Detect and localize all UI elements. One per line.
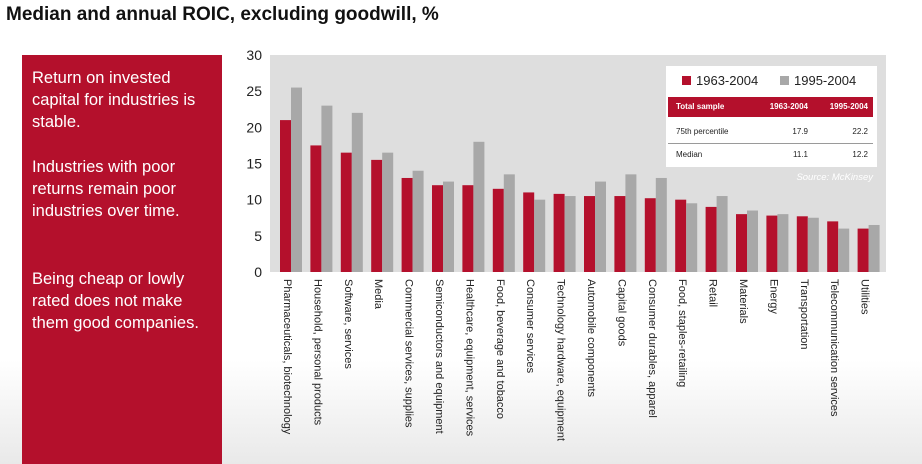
- bar-series-b: [503, 174, 515, 272]
- x-category-label: Materials: [737, 279, 749, 324]
- x-category-label: Software, services: [342, 279, 354, 369]
- summary-header-col-2: 1995-2004: [829, 102, 868, 111]
- legend-swatch-series-b: [780, 76, 789, 85]
- y-tick-label: 25: [246, 83, 262, 99]
- page-title: Median and annual ROIC, excluding goodwi…: [6, 4, 439, 25]
- bar-series-a: [827, 221, 839, 272]
- bar-series-b: [382, 152, 394, 272]
- bar-series-a: [401, 177, 413, 272]
- bar-series-b: [291, 87, 302, 272]
- legend-label-series-b: 1995-2004: [794, 73, 857, 88]
- x-category-label: Utilities: [859, 279, 871, 315]
- bar-series-a: [736, 214, 747, 272]
- summary-header-label: Total sample: [676, 102, 725, 111]
- bar-series-a: [644, 198, 656, 272]
- bar-series-b: [716, 196, 728, 272]
- x-category-label: Media: [372, 279, 384, 310]
- summary-row: 75th percentile 17.9 22.2: [668, 122, 873, 142]
- bar-series-a: [340, 152, 352, 272]
- bar-series-a: [614, 196, 626, 272]
- bar-series-b: [747, 210, 758, 272]
- x-category-label: Food, staples-retailing: [676, 279, 688, 387]
- bar-series-a: [705, 206, 717, 272]
- bar-series-b: [625, 174, 637, 272]
- bar-series-b: [655, 177, 667, 272]
- summary-row-value-1: 17.9: [792, 127, 808, 136]
- summary-row-value-2: 22.2: [852, 127, 868, 136]
- bar-series-a: [310, 145, 322, 272]
- bar-series-b: [351, 112, 363, 273]
- x-category-label: Energy: [767, 279, 779, 314]
- legend-swatch-series-a: [682, 76, 691, 85]
- legend: 1963-2004 1995-2004: [666, 71, 877, 91]
- bar-series-b: [564, 196, 576, 272]
- x-category-label: Food, beverage and tobacco: [494, 279, 506, 419]
- bar-series-a: [492, 188, 504, 272]
- bar-series-a: [675, 199, 687, 272]
- bar-series-a: [553, 193, 565, 272]
- x-category-label: Consumer durables, apparel: [646, 279, 658, 418]
- summary-row-label: Median: [676, 150, 703, 159]
- key-point-3: Being cheap or lowly rated does not make…: [32, 270, 199, 332]
- bar-series-a: [523, 192, 535, 272]
- legend-label-series-a: 1963-2004: [696, 73, 759, 88]
- x-category-label: Healthcare, equipment, services: [463, 279, 475, 437]
- y-axis: 0 5 10 15 20 25 30: [246, 47, 262, 280]
- key-point-2: Industries with poor returns remain poor…: [32, 158, 180, 220]
- y-tick-label: 10: [246, 192, 262, 208]
- bar-series-a: [432, 185, 443, 272]
- bar-series-b: [595, 181, 606, 272]
- bar-series-a: [584, 196, 595, 272]
- legend-item-series-a: 1963-2004: [682, 71, 758, 91]
- bar-series-a: [371, 159, 383, 272]
- x-category-label: Transportation: [798, 279, 810, 350]
- x-category-label: Pharmaceuticals, biotechnology: [281, 279, 293, 435]
- legend-item-series-b: 1995-2004: [780, 71, 856, 91]
- x-category-label: Telecommunication services: [828, 279, 840, 417]
- bar-series-a: [280, 120, 291, 272]
- bar-series-b: [473, 141, 485, 272]
- x-axis-labels: Pharmaceuticals, biotechnology Household,…: [281, 279, 871, 441]
- y-tick-label: 0: [254, 264, 262, 280]
- summary-row-value-1: 11.1: [793, 150, 808, 159]
- bar-series-b: [777, 214, 789, 272]
- x-category-label: Technology hardware, equipment: [555, 279, 567, 441]
- y-tick-label: 5: [254, 228, 262, 244]
- bar-series: [280, 87, 880, 273]
- key-points-panel: Return on invested capital for industrie…: [22, 55, 222, 464]
- x-category-label: Household, personal products: [311, 279, 323, 426]
- summary-row: Median 11.1 12.2: [668, 145, 873, 165]
- x-category-label: Semiconductors and equipment: [433, 279, 445, 434]
- legend-box: 1963-2004 1995-2004 Total sample 1963-20…: [666, 66, 877, 167]
- y-tick-label: 30: [246, 47, 262, 63]
- bar-series-a: [462, 185, 474, 272]
- bar-series-b: [868, 224, 880, 272]
- x-category-label: Commercial services, supplies: [403, 279, 415, 428]
- x-category-label: Retail: [707, 279, 719, 307]
- bar-series-b: [412, 170, 424, 272]
- bar-series-b: [443, 181, 454, 272]
- bar-series-b: [838, 228, 850, 272]
- x-category-label: Automobile components: [585, 279, 597, 398]
- y-tick-label: 20: [246, 119, 262, 135]
- bar-series-a: [796, 216, 808, 272]
- source-note: Source: McKinsey: [796, 172, 873, 183]
- bar-series-b: [534, 199, 546, 272]
- key-point-1: Return on invested capital for industrie…: [32, 69, 196, 131]
- bar-series-b: [321, 105, 333, 272]
- x-category-label: Consumer services: [524, 279, 536, 374]
- x-category-label: Capital goods: [615, 279, 627, 347]
- summary-row-label: 75th percentile: [676, 127, 729, 136]
- bar-series-b: [807, 217, 819, 272]
- summary-row-value-2: 12.2: [852, 150, 868, 159]
- summary-header-col-1: 1963-2004: [769, 102, 808, 111]
- y-tick-label: 15: [246, 156, 262, 172]
- summary-table-header: Total sample 1963-2004 1995-2004: [668, 97, 873, 117]
- bar-series-a: [766, 215, 778, 272]
- bar-series-b: [686, 203, 698, 272]
- bar-series-a: [857, 228, 869, 272]
- summary-divider: [668, 143, 873, 144]
